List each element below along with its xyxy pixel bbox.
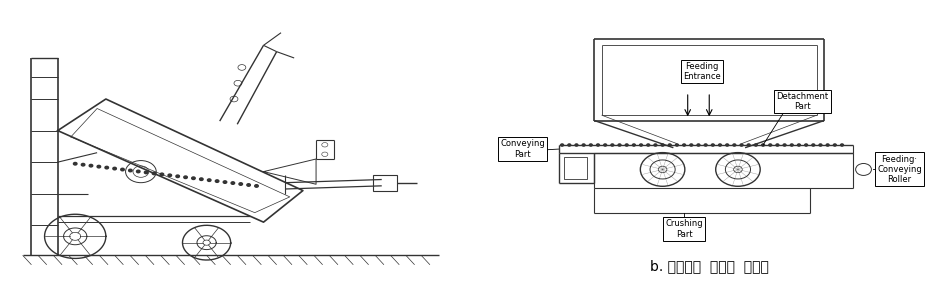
Circle shape (215, 180, 219, 182)
Circle shape (597, 144, 600, 146)
Circle shape (790, 144, 793, 146)
Circle shape (826, 144, 829, 146)
Circle shape (776, 144, 779, 146)
Circle shape (783, 144, 786, 146)
Circle shape (798, 144, 801, 146)
Circle shape (719, 144, 722, 146)
Circle shape (676, 144, 679, 146)
Text: Feeding
Entrance: Feeding Entrance (684, 62, 721, 82)
Circle shape (176, 175, 179, 178)
Circle shape (89, 164, 92, 167)
Circle shape (152, 172, 156, 175)
Circle shape (646, 144, 649, 146)
Text: b. 품옥수수  수확기  정면도: b. 품옥수수 수확기 정면도 (650, 259, 768, 273)
Circle shape (97, 165, 101, 168)
Circle shape (725, 144, 728, 146)
Circle shape (625, 144, 628, 146)
Circle shape (191, 177, 195, 179)
Circle shape (247, 184, 250, 186)
Circle shape (833, 144, 836, 146)
Text: Feeding·
Conveying
Roller: Feeding· Conveying Roller (877, 155, 922, 184)
Circle shape (169, 174, 171, 177)
Circle shape (589, 144, 592, 146)
Circle shape (690, 144, 693, 146)
Circle shape (632, 144, 635, 146)
Circle shape (567, 144, 571, 146)
Circle shape (604, 144, 606, 146)
Circle shape (747, 144, 750, 146)
Circle shape (73, 162, 77, 165)
Bar (373, 175, 397, 191)
Circle shape (113, 167, 116, 170)
Circle shape (733, 144, 736, 146)
Circle shape (640, 144, 643, 146)
Circle shape (223, 181, 227, 183)
Circle shape (812, 144, 815, 146)
Text: Detachment
Part: Detachment Part (777, 92, 828, 111)
Circle shape (711, 144, 714, 146)
Circle shape (583, 144, 585, 146)
Circle shape (121, 168, 125, 171)
Circle shape (819, 144, 822, 146)
Circle shape (129, 169, 132, 172)
Circle shape (184, 176, 188, 179)
Circle shape (683, 144, 685, 146)
Circle shape (769, 144, 772, 146)
Circle shape (575, 144, 578, 146)
Text: Crushing
Part: Crushing Part (665, 220, 703, 239)
Circle shape (740, 144, 743, 146)
Bar (564, 157, 587, 179)
Circle shape (239, 183, 243, 185)
Circle shape (81, 163, 85, 166)
Circle shape (136, 170, 140, 173)
Circle shape (704, 144, 707, 146)
Circle shape (754, 144, 758, 146)
Circle shape (145, 171, 148, 174)
Circle shape (841, 144, 843, 146)
Circle shape (668, 144, 671, 146)
Circle shape (661, 144, 664, 146)
Circle shape (200, 178, 203, 181)
Text: Conveying
Part: Conveying Part (500, 139, 545, 159)
Circle shape (654, 144, 657, 146)
Circle shape (762, 144, 764, 146)
Circle shape (611, 144, 614, 146)
Circle shape (618, 144, 621, 146)
Circle shape (231, 182, 234, 184)
Circle shape (697, 144, 700, 146)
Circle shape (208, 179, 211, 181)
Circle shape (804, 144, 807, 146)
Circle shape (255, 185, 258, 187)
Circle shape (105, 166, 109, 169)
Circle shape (561, 144, 564, 146)
Circle shape (160, 173, 164, 176)
